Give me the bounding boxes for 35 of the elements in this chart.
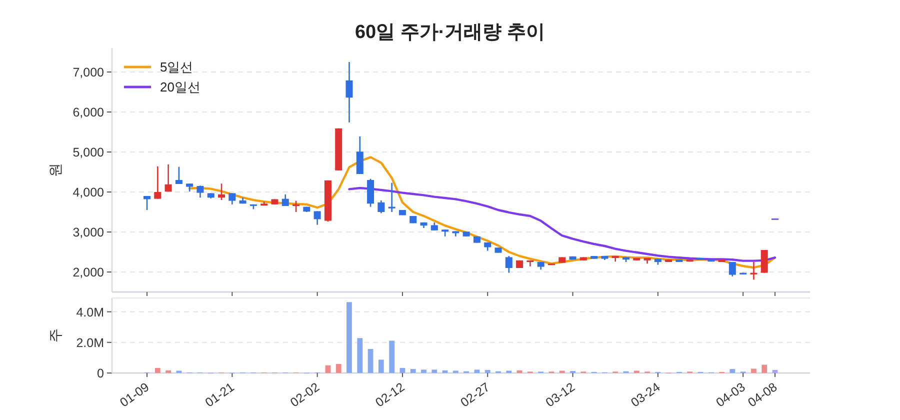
bar [400,368,406,373]
legend-label: 20일선 [160,80,200,94]
bar [762,364,768,373]
y-tick-label: 3,000 [72,226,104,240]
y-tick-label: 2.0M [76,336,104,350]
y-tick-label: 7,000 [72,66,104,80]
legend-item: 20일선 [124,80,200,94]
bar [474,370,480,373]
bar [325,365,331,373]
y-tick-label: 0 [97,366,104,380]
bar [432,370,438,373]
bar [421,370,426,373]
y-axis-title: 주 [47,328,63,342]
bar [751,368,756,373]
bar [389,340,395,373]
y-tick-label: 4,000 [72,186,104,200]
bar [772,370,778,373]
bar [357,338,363,373]
bar [730,369,736,373]
bar [378,360,384,373]
bar [346,302,352,373]
y-tick-label: 6,000 [72,106,104,120]
y-tick-label: 5,000 [72,146,104,160]
bar [410,369,416,373]
bar [336,364,342,373]
bar [368,348,374,373]
y-axis-title: 원 [47,163,63,177]
legend-item: 5일선 [124,60,194,74]
chart-title: 60일 주가·거래량 추이 [354,22,546,43]
y-tick-label: 2,000 [72,266,104,280]
bar [154,368,160,373]
y-tick-label: 4.0M [76,305,104,320]
bar [166,370,171,373]
bar [484,370,490,373]
legend-label: 5일선 [160,60,194,74]
